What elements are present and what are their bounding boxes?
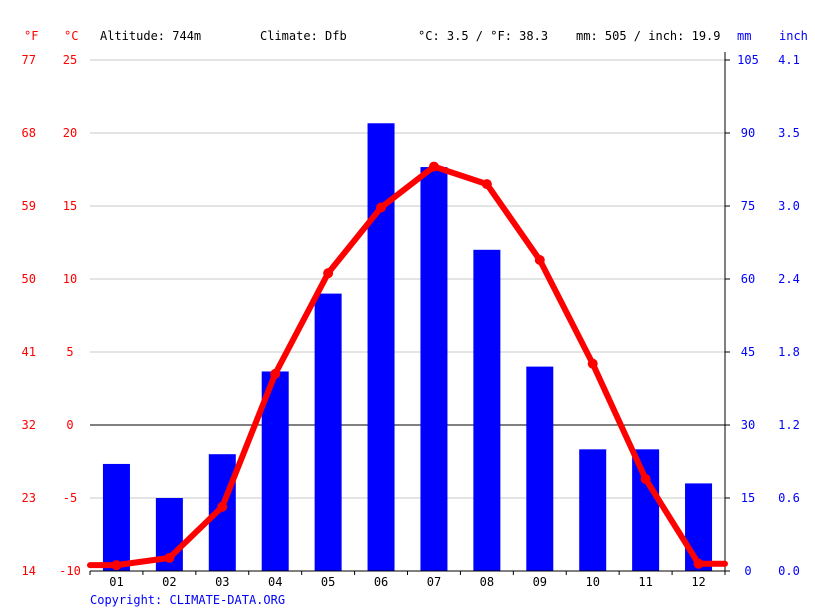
precipitation-bar <box>102 463 130 571</box>
temperature-point <box>534 255 545 266</box>
inch-tick-label: 3.0 <box>778 199 800 213</box>
precipitation-bar <box>367 123 395 572</box>
inch-tick-label: 4.1 <box>778 53 800 67</box>
temperature-line-path <box>87 163 728 569</box>
temperature-summary: °C: 3.5 / °F: 38.3 <box>418 29 548 43</box>
celsius-tick-label: -10 <box>59 564 81 578</box>
celsius-tick-label: 10 <box>63 272 77 286</box>
precipitation-bar <box>526 366 554 571</box>
temperature-point <box>270 368 281 379</box>
mm-tick-label: 75 <box>741 199 755 213</box>
temperature-point <box>217 501 228 512</box>
month-tick-label: 02 <box>162 575 176 589</box>
inch-tick-label: 0.0 <box>778 564 800 578</box>
temperature-point <box>481 179 492 190</box>
month-tick-label: 06 <box>374 575 388 589</box>
fahrenheit-tick-label: 59 <box>22 199 36 213</box>
temperature-point <box>587 358 598 369</box>
inch-tick-label: 3.5 <box>778 126 800 140</box>
fahrenheit-unit-label: °F <box>24 29 38 43</box>
fahrenheit-tick-label: 14 <box>22 564 36 578</box>
month-tick-label: 04 <box>268 575 282 589</box>
celsius-tick-label: 20 <box>63 126 77 140</box>
precipitation-bar <box>261 371 289 571</box>
fahrenheit-tick-label: 77 <box>22 53 36 67</box>
temperature-point <box>428 161 439 172</box>
inch-tick-label: 2.4 <box>778 272 800 286</box>
copyright-text: Copyright: CLIMATE-DATA.ORG <box>90 593 285 607</box>
temperature-point <box>640 474 651 485</box>
month-tick-label: 12 <box>691 575 705 589</box>
precipitation-bar <box>685 483 713 571</box>
celsius-unit-label: °C <box>64 29 78 43</box>
mm-tick-label: 90 <box>741 126 755 140</box>
mm-tick-label: 45 <box>741 345 755 359</box>
altitude-label: Altitude: 744m <box>100 29 201 43</box>
celsius-tick-label: 0 <box>66 418 73 432</box>
fahrenheit-tick-label: 50 <box>22 272 36 286</box>
fahrenheit-tick-label: 23 <box>22 491 36 505</box>
celsius-tick-label: 25 <box>63 53 77 67</box>
month-tick-label: 05 <box>321 575 335 589</box>
fahrenheit-tick-label: 68 <box>22 126 36 140</box>
mm-tick-label: 105 <box>737 53 759 67</box>
precipitation-bars <box>102 123 713 572</box>
left-axis: 77 25 68 20 59 15 50 10 41 5 32 0 23 -5 14 -10 <box>22 53 81 578</box>
precipitation-bar <box>632 449 660 571</box>
temperature-point <box>164 552 175 563</box>
temperature-point <box>376 202 387 213</box>
mm-tick-label: 15 <box>741 491 755 505</box>
temperature-point <box>323 268 334 279</box>
mm-tick-label: 0 <box>744 564 751 578</box>
inch-tick-label: 0.6 <box>778 491 800 505</box>
month-tick-label: 08 <box>480 575 494 589</box>
temperature-point <box>693 558 704 569</box>
celsius-tick-label: 5 <box>66 345 73 359</box>
right-axis: 105 4.1 90 3.5 75 3.0 60 2.4 45 1.8 30 1.2 15 0.6 0 0.0 <box>724 52 800 578</box>
month-tick-label: 10 <box>585 575 599 589</box>
celsius-tick-label: -5 <box>63 491 77 505</box>
temperature-line <box>87 161 728 571</box>
month-tick-label: 11 <box>638 575 652 589</box>
precipitation-bar <box>579 449 607 571</box>
precipitation-bar <box>473 249 501 572</box>
celsius-tick-label: 15 <box>63 199 77 213</box>
inch-tick-label: 1.2 <box>778 418 800 432</box>
gridlines <box>90 59 725 499</box>
mm-unit-label: mm <box>737 29 751 43</box>
month-tick-label: 07 <box>427 575 441 589</box>
mm-tick-label: 60 <box>741 272 755 286</box>
month-tick-label: 01 <box>109 575 123 589</box>
fahrenheit-tick-label: 32 <box>22 418 36 432</box>
month-tick-label: 03 <box>215 575 229 589</box>
precipitation-summary: mm: 505 / inch: 19.9 <box>576 29 721 43</box>
precipitation-bar <box>420 167 448 572</box>
temperature-point <box>111 560 122 571</box>
month-tick-label: 09 <box>533 575 547 589</box>
climate-label: Climate: Dfb <box>260 29 347 43</box>
mm-tick-label: 30 <box>741 418 755 432</box>
inch-tick-label: 1.8 <box>778 345 800 359</box>
fahrenheit-tick-label: 41 <box>22 345 36 359</box>
x-axis: 01 02 03 04 05 06 07 08 09 10 11 12 <box>89 570 726 589</box>
precipitation-bar <box>314 293 342 571</box>
inch-unit-label: inch <box>779 29 808 43</box>
